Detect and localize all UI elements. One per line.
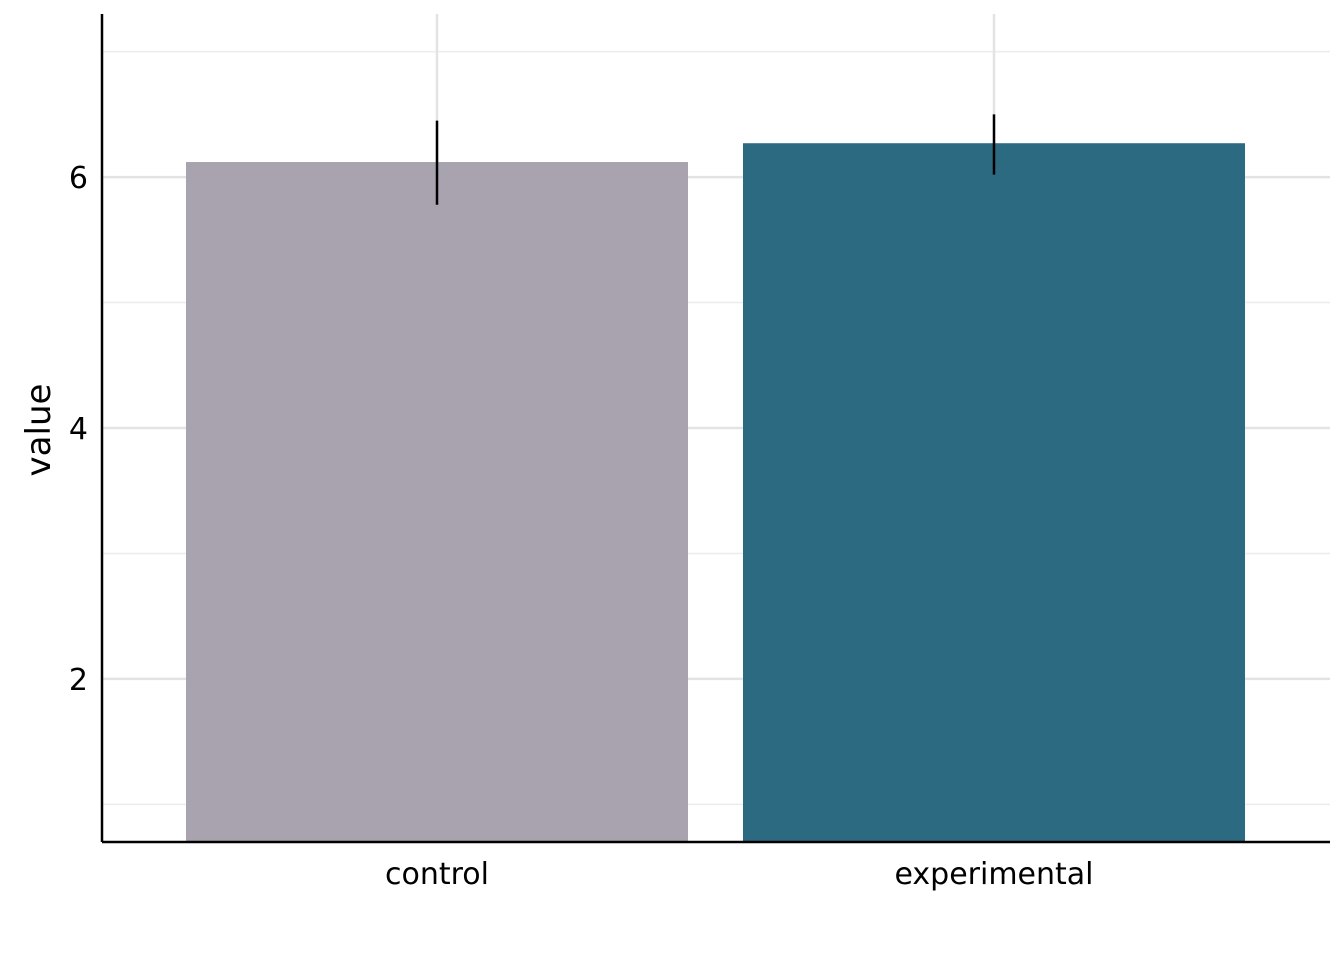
bar-experimental <box>743 143 1245 842</box>
axes <box>100 14 1330 844</box>
x-tick-label-control: control <box>385 857 489 892</box>
y-tick-label: 2 <box>69 663 88 698</box>
y-axis-title: value <box>19 384 59 477</box>
bar-control <box>186 162 688 842</box>
y-tick-label: 4 <box>69 412 88 447</box>
y-tick-labels: 2 4 6 <box>69 161 88 698</box>
x-tick-labels: control experimental <box>385 857 1094 892</box>
x-tick-label-experimental: experimental <box>894 857 1093 892</box>
y-tick-label: 6 <box>69 161 88 196</box>
error-bars <box>435 114 996 205</box>
bars <box>186 143 1245 842</box>
